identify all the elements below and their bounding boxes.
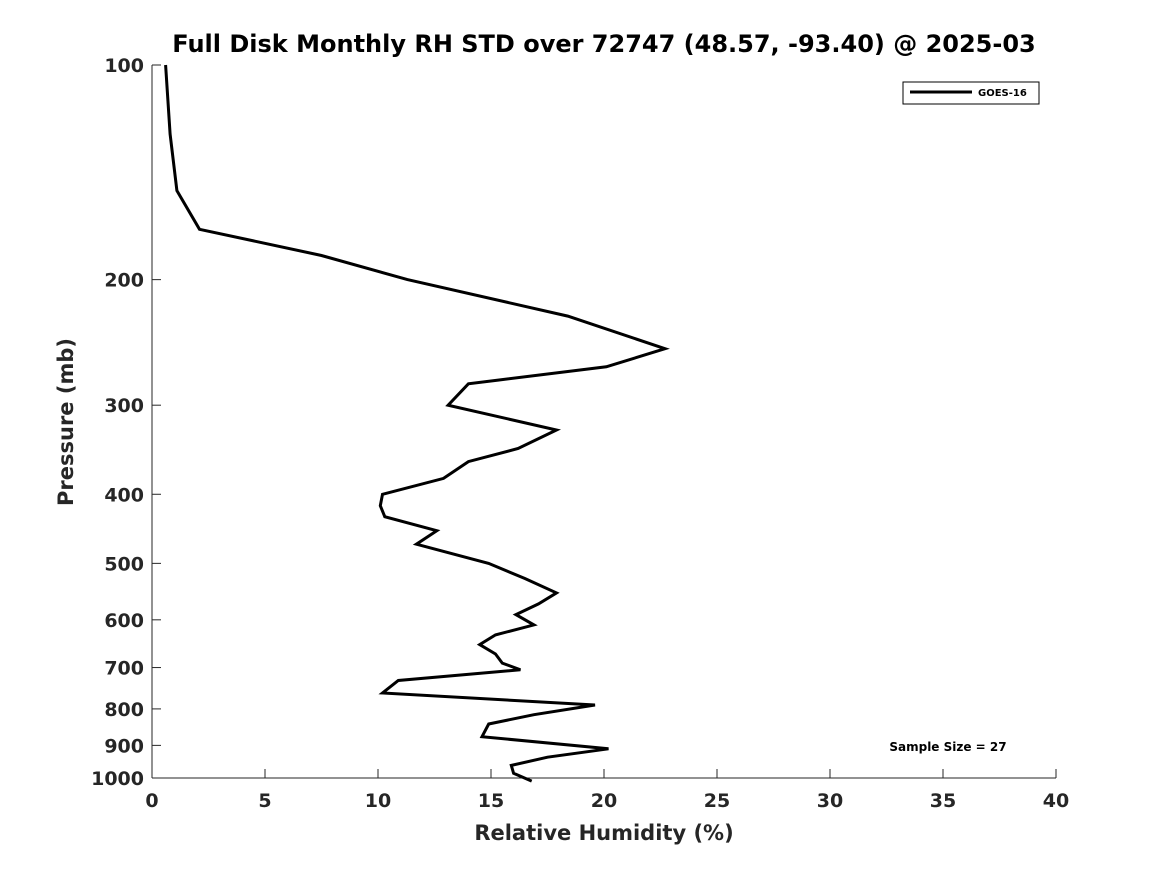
y-tick-label: 900	[104, 735, 144, 757]
y-tick-label: 800	[104, 699, 144, 721]
x-tick-label: 25	[704, 790, 730, 812]
sample-size-annotation: Sample Size = 27	[889, 740, 1006, 754]
y-axis-ticks: 100 200 300 400 500 600 700 800 900 1000	[91, 55, 161, 790]
x-axis-ticks: 0 5 10 15 20 25 30 35 40	[145, 769, 1069, 812]
y-tick-label: 200	[104, 270, 144, 292]
series-layer	[164, 64, 670, 783]
x-tick-label: 15	[478, 790, 504, 812]
y-axis-label: Pressure (mb)	[54, 338, 78, 506]
x-tick-label: 35	[930, 790, 956, 812]
legend-label: GOES-16	[978, 88, 1027, 99]
y-tick-label: 500	[104, 553, 144, 575]
legend: GOES-16	[902, 81, 1040, 105]
y-tick-label: 600	[104, 610, 144, 632]
y-tick-label: 700	[104, 658, 144, 680]
x-axis-label: Relative Humidity (%)	[474, 821, 733, 845]
series-line-goes-16	[164, 64, 670, 783]
y-tick-label: 300	[104, 395, 144, 417]
x-tick-label: 40	[1043, 790, 1069, 812]
y-tick-label: 1000	[91, 768, 144, 790]
x-tick-label: 10	[365, 790, 391, 812]
y-tick-label: 400	[104, 484, 144, 506]
x-tick-label: 5	[258, 790, 271, 812]
x-tick-label: 20	[591, 790, 617, 812]
x-tick-label: 30	[817, 790, 843, 812]
chart-title: Full Disk Monthly RH STD over 72747 (48.…	[172, 30, 1035, 58]
y-tick-label: 100	[104, 55, 144, 77]
x-tick-label: 0	[145, 790, 158, 812]
